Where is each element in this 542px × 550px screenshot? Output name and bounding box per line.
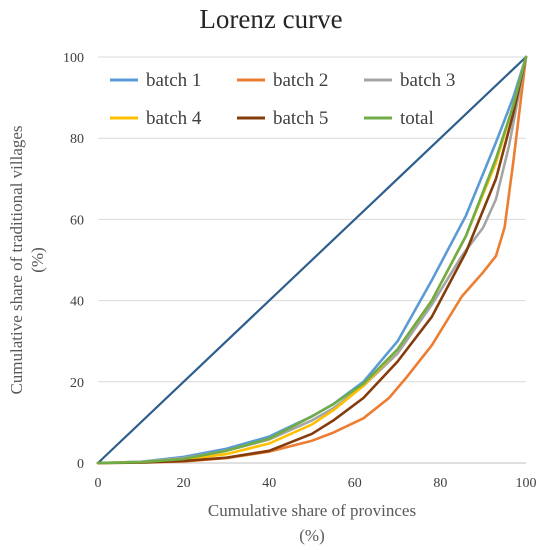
legend-label: batch 4	[146, 108, 202, 129]
series-line-total	[96, 55, 528, 465]
y-tick-label: 40	[70, 295, 84, 310]
legend-label: batch 1	[146, 70, 201, 91]
y-tick-label: 20	[70, 376, 84, 391]
series-lines	[96, 55, 528, 465]
x-tick-label: 20	[177, 476, 191, 491]
x-axis-unit: (%)	[299, 526, 324, 545]
y-axis-unit: (%)	[28, 247, 47, 272]
x-tick-label: 0	[95, 476, 102, 491]
y-axis: 0 20 40 60 80 100	[63, 51, 84, 472]
chart-title: Lorenz curve	[199, 4, 342, 34]
y-axis-label: Cumulative share of traditional villages	[7, 125, 26, 394]
x-axis: 0 20 40 60 80 100	[95, 476, 537, 491]
x-axis-label: Cumulative share of provinces	[208, 501, 416, 520]
legend-label: batch 2	[273, 70, 328, 91]
x-tick-label: 40	[262, 476, 276, 491]
x-tick-label: 60	[348, 476, 362, 491]
y-tick-label: 80	[70, 132, 84, 147]
legend-label: total	[400, 108, 434, 129]
x-tick-label: 100	[516, 476, 537, 491]
y-tick-label: 60	[70, 213, 84, 228]
legend-label: batch 3	[400, 70, 455, 91]
y-tick-label: 100	[63, 51, 84, 66]
x-tick-label: 80	[433, 476, 447, 491]
series-line-equality	[96, 55, 528, 465]
y-tick-label: 0	[77, 457, 84, 472]
legend-label: batch 5	[273, 108, 328, 129]
legend: batch 1 batch 2 batch 3 batch 4 batch 5 total	[110, 70, 455, 129]
series-line-batch-5	[96, 55, 528, 465]
